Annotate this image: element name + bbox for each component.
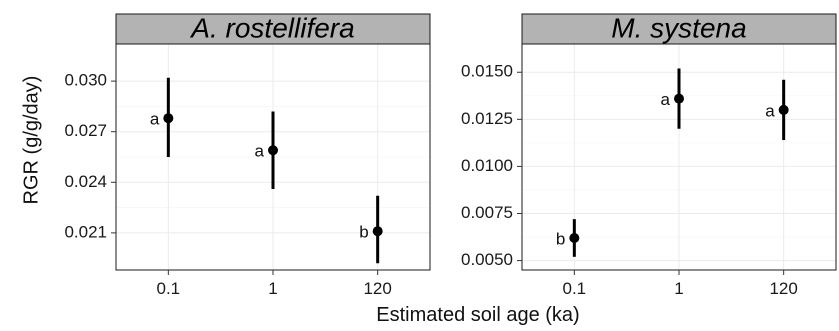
facet-title: A. rostellifera (189, 12, 354, 43)
facet-panel: M. systena 0.0050 0.0075 0.0100 0.0125 0.0150… (461, 12, 837, 298)
data-point (674, 93, 684, 104)
significance-letter: a (765, 101, 775, 120)
data-point (268, 145, 278, 156)
y-tick-label: 0.0050 (461, 250, 513, 269)
facet-strip (521, 13, 837, 45)
data-point (163, 113, 174, 124)
facet-title: M. systena (611, 12, 746, 43)
significance-letter: b (556, 229, 565, 248)
x-tick-label: 1 (268, 279, 277, 298)
x-tick-label: 1 (674, 279, 683, 298)
y-axis-title: RGR (g/g/day) (20, 76, 42, 205)
y-tick-label: 0.027 (64, 121, 107, 140)
facet-strip (115, 13, 431, 45)
y-tick-label: 0.0100 (461, 156, 513, 175)
y-tick-label: 0.0075 (461, 203, 513, 222)
x-tick-label: 120 (769, 279, 797, 298)
significance-letter: a (255, 142, 265, 161)
y-tick-label: 0.0125 (461, 109, 513, 128)
data-point (569, 232, 580, 243)
significance-letter: a (150, 110, 160, 129)
data-point (778, 104, 789, 115)
x-tick-label: 0.1 (157, 279, 181, 298)
x-tick-label: 0.1 (563, 279, 587, 298)
x-axis-title: Estimated soil age (ka) (376, 304, 579, 326)
y-tick-label: 0.0150 (461, 62, 513, 81)
facet-panels: A. rostellifera 0.021 0.024 0.027 0.030 0.1 1 1… (64, 12, 837, 298)
facet-panel: A. rostellifera 0.021 0.024 0.027 0.030 0.1 1 1… (64, 12, 431, 298)
y-tick-label: 0.030 (64, 71, 107, 90)
y-tick-label: 0.024 (64, 172, 107, 191)
y-tick-label: 0.021 (64, 222, 107, 241)
x-tick-label: 120 (363, 279, 391, 298)
data-point (372, 226, 383, 237)
significance-letter: a (661, 90, 671, 109)
significance-letter: b (359, 223, 368, 242)
